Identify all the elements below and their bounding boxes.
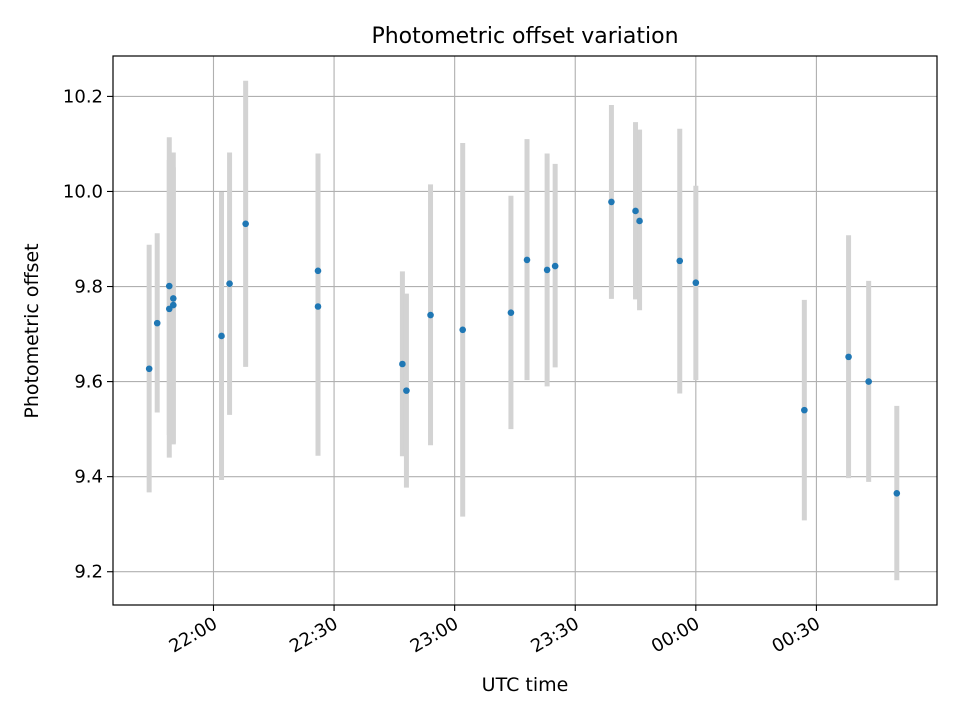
data-point [543, 266, 551, 274]
data-point [608, 198, 615, 206]
data-point [507, 309, 515, 316]
y-tick-label: 9.8 [74, 277, 103, 298]
data-point [314, 267, 322, 275]
data-point [845, 353, 852, 361]
data-point [169, 301, 177, 309]
data-point [218, 332, 225, 340]
data-point [427, 311, 434, 319]
data-point [523, 256, 531, 264]
y-tick-label: 9.4 [74, 467, 103, 488]
y-tick-label: 9.2 [74, 562, 103, 583]
data-point [153, 319, 161, 327]
data-point [226, 280, 233, 287]
data-point [865, 378, 872, 385]
data-point [399, 360, 406, 368]
data-point [801, 406, 808, 414]
x-grid [212, 56, 817, 605]
y-tick-label: 10.0 [63, 181, 103, 202]
y-axis-label: Photometric offset [21, 243, 43, 418]
data-point [314, 303, 322, 310]
data-point [242, 220, 249, 228]
data-points [145, 198, 901, 497]
data-point [692, 279, 700, 287]
data-point [636, 217, 643, 225]
data-point [893, 489, 901, 497]
data-point [459, 326, 466, 334]
chart-title: Photometric offset variation [371, 24, 678, 49]
data-point [403, 387, 410, 394]
data-point [145, 365, 153, 373]
data-point [169, 295, 177, 302]
y-tick-label: 9.6 [74, 372, 103, 393]
y-ticks: 9.2 9.4 9.6 9.8 10.0 10.2 [63, 86, 113, 583]
y-tick-label: 10.2 [63, 86, 103, 107]
data-point [676, 257, 684, 265]
data-point [551, 262, 559, 270]
data-point [632, 207, 639, 215]
data-point [165, 282, 173, 290]
plot-frame [112, 55, 938, 606]
x-axis-label: UTC time [482, 674, 569, 696]
